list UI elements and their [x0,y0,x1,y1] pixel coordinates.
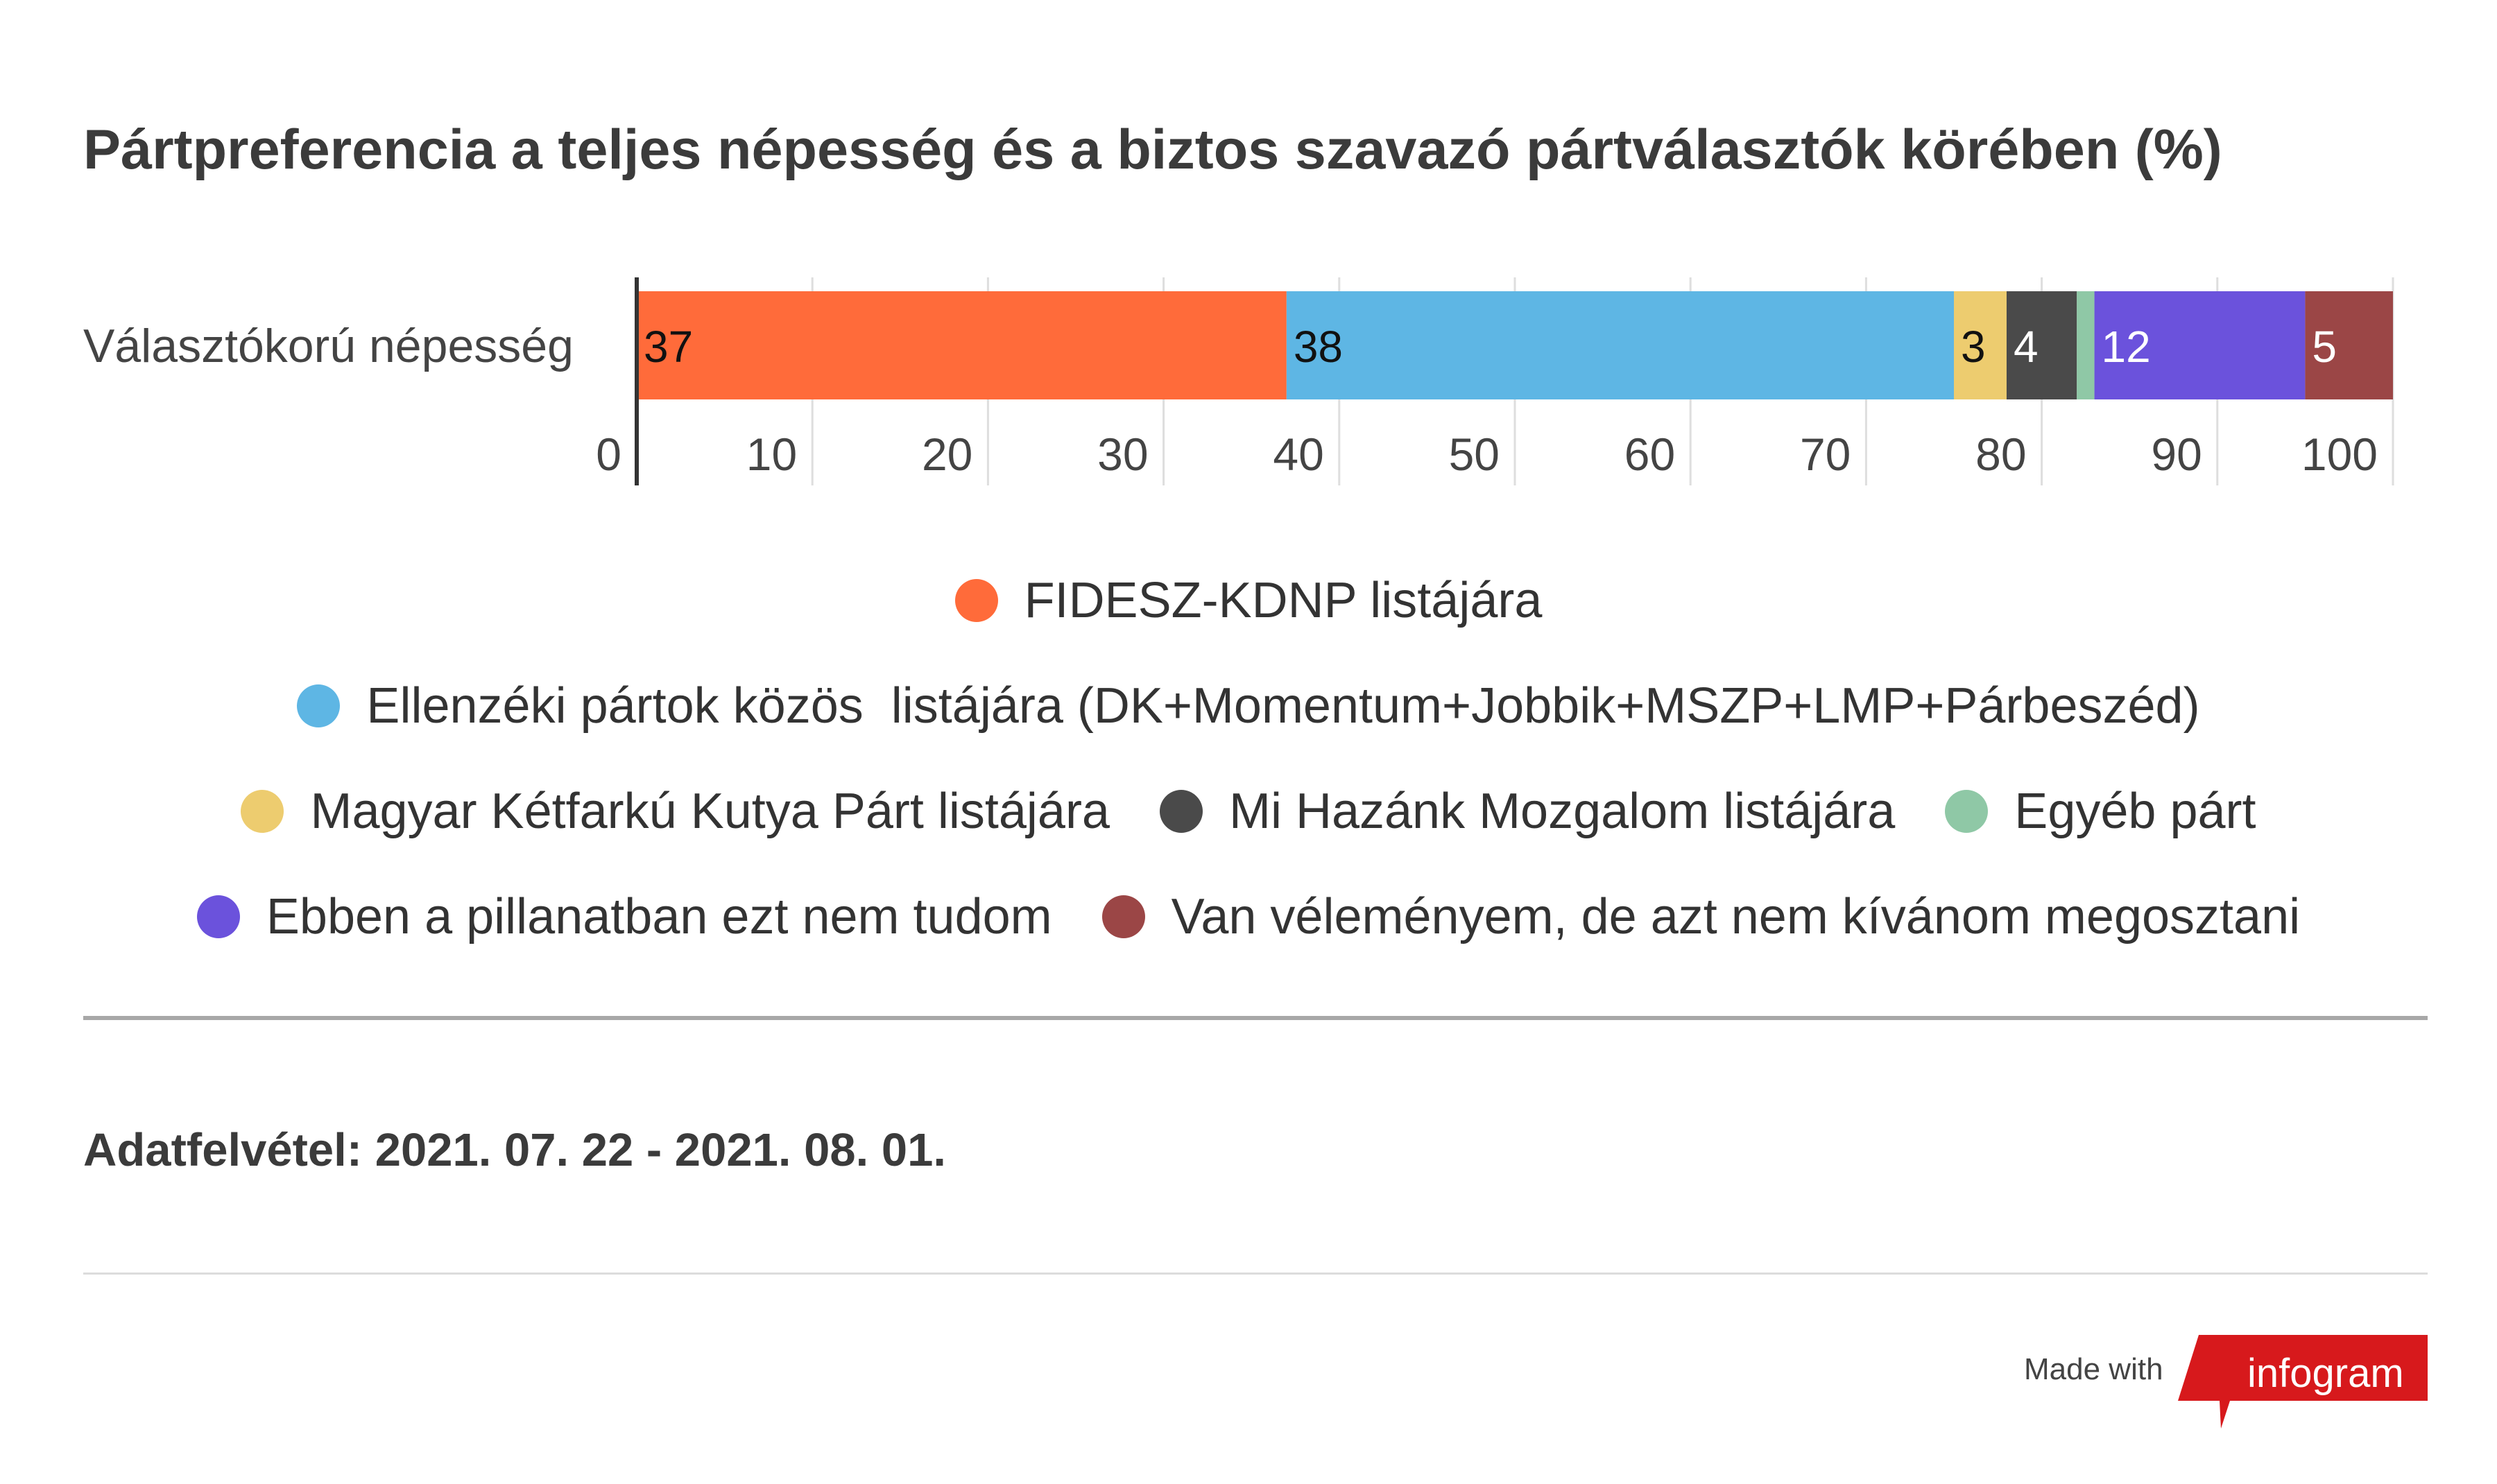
legend-item-mihazank[interactable]: Mi Hazánk Mozgalom listájára [1159,783,1896,840]
legend-swatch-egyeb [1945,790,1989,833]
bar-segment [2077,291,2095,399]
stacked-bar-chart: 0 10 20 30 40 50 60 70 80 90 100 Választókorú népes… [83,277,2394,485]
divider-thin [83,1272,2428,1275]
legend-swatch-nemtudom [196,895,240,938]
x-tick-label: 70 [1800,429,1851,480]
data-label: 37 [644,322,693,372]
legend-row-3: Magyar Kétfarkú Kutya Párt listájára Mi … [0,759,2497,864]
legend-label-ellenzek: Ellenzéki pártok közös listájára (DK+Mom… [366,678,2200,734]
data-label: 5 [2312,322,2337,372]
legend-item-fidesz[interactable]: FIDESZ-KDNP listájára [954,572,1543,629]
legend-row-2: Ellenzéki pártok közös listájára (DK+Mom… [0,653,2497,759]
x-tick-label: 100 [2301,429,2378,480]
data-label: 38 [1294,322,1343,372]
legend-item-ellenzek[interactable]: Ellenzéki pártok közös listájára (DK+Mom… [297,678,2200,734]
legend-item-mkkp[interactable]: Magyar Kétfarkú Kutya Párt listájára [241,783,1110,840]
chart-legend: FIDESZ-KDNP listájára Ellenzéki pártok k… [0,548,2497,969]
legend-label-mkkp: Magyar Kétfarkú Kutya Párt listájára [310,784,1110,839]
divider [83,1016,2428,1020]
x-tick-label: 0 [596,429,621,480]
infogram-logo[interactable]: infogram [2178,1335,2428,1429]
legend-row-1: FIDESZ-KDNP listájára [0,548,2497,653]
legend-row-4: Ebben a pillanatban ezt nem tudom Van vé… [0,864,2497,969]
bar-segment [2094,291,2306,399]
survey-date-note: Adatfelvétel: 2021. 07. 22 - 2021. 08. 0… [83,1124,946,1176]
bar-segment [637,291,1287,399]
x-tick-label: 10 [746,429,797,480]
data-label: 3 [1961,322,1986,372]
x-tick-label: 80 [1975,429,2026,480]
made-with-label: Made with [2024,1352,2163,1386]
y-category-label: Választókorú népesség [83,320,574,372]
legend-swatch-ellenzek [297,684,341,727]
legend-swatch-mihazank [1159,790,1203,833]
bar-segment [2305,291,2393,399]
legend-swatch-nemosztja [1101,895,1145,938]
legend-label-mihazank: Mi Hazánk Mozgalom listájára [1228,784,1896,839]
legend-item-egyeb[interactable]: Egyéb párt [1945,783,2256,840]
bar-segment [1954,291,2007,399]
x-tick-label: 90 [2151,429,2202,480]
bar-segment [1286,291,1954,399]
infogram-flag-icon [2178,1335,2428,1429]
data-label: 12 [2102,322,2151,372]
legend-item-nemtudom[interactable]: Ebben a pillanatban ezt nem tudom [196,888,1052,945]
x-tick-label: 50 [1449,429,1500,480]
legend-label-nemtudom: Ebben a pillanatban ezt nem tudom [266,889,1052,944]
legend-label-egyeb: Egyéb párt [2014,784,2256,839]
legend-item-nemosztja[interactable]: Van véleményem, de azt nem kívánom megos… [1101,888,2301,945]
legend-swatch-fidesz [954,579,998,622]
legend-swatch-mkkp [241,790,284,833]
legend-label-nemosztja: Van véleményem, de azt nem kívánom megos… [1171,889,2301,944]
infogram-brand-text: infogram [2247,1351,2404,1396]
data-label: 4 [2014,322,2039,372]
legend-label-fidesz: FIDESZ-KDNP listájára [1024,573,1543,628]
x-tick-label: 30 [1097,429,1148,480]
x-tick-label: 20 [922,429,972,480]
x-tick-label: 60 [1624,429,1675,480]
bar-segment [2006,291,2077,399]
x-tick-label: 40 [1273,429,1323,480]
chart-title: Pártpreferencia a teljes népesség és a b… [83,119,2222,181]
